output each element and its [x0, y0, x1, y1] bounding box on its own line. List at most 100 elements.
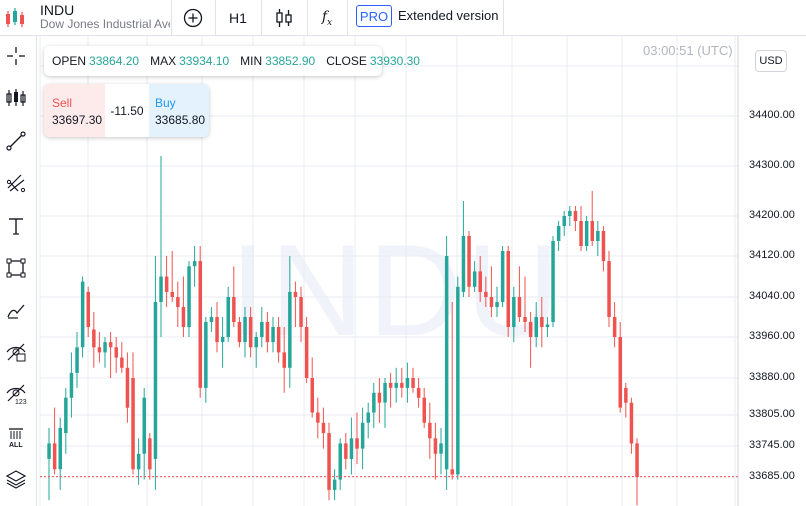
- shape-tool[interactable]: [0, 250, 32, 286]
- candle-body: [69, 372, 74, 398]
- candle-body: [316, 412, 320, 423]
- candle-body: [215, 317, 219, 343]
- candle-body: [545, 324, 550, 327]
- candle-body: [170, 291, 174, 297]
- layers-icon: [5, 470, 27, 489]
- close-label: CLOSE: [326, 54, 367, 68]
- candle-body: [344, 443, 348, 459]
- price-tick-label: 34120.00: [749, 249, 795, 261]
- candle-body: [265, 322, 270, 343]
- candle-body: [226, 297, 230, 337]
- candle-body: [271, 327, 275, 343]
- candle-body: [428, 422, 432, 439]
- candle-body: [97, 347, 102, 353]
- symbol-name[interactable]: INDU: [40, 2, 75, 18]
- candle-body: [556, 226, 561, 241]
- chart-type-button[interactable]: [262, 0, 306, 36]
- candle-body: [47, 443, 51, 459]
- indicators-button[interactable]: fx: [308, 0, 346, 36]
- candle-body: [75, 347, 79, 373]
- candle-body: [405, 378, 410, 388]
- trend-line-tool[interactable]: [0, 123, 32, 159]
- svg-text:123: 123: [15, 399, 27, 405]
- add-symbol-icon: [183, 8, 203, 28]
- candle-body: [388, 382, 393, 388]
- symbol-watermark: INDU: [230, 217, 564, 363]
- candle-body: [254, 337, 258, 348]
- currency-button[interactable]: USD: [755, 50, 787, 72]
- candle-body: [461, 236, 466, 292]
- sell-button[interactable]: Sell 33697.30: [44, 84, 105, 137]
- candle-body: [411, 378, 415, 388]
- candles-logo-icon: [6, 8, 24, 27]
- extended-version-link[interactable]: Extended version: [398, 8, 499, 23]
- max-value: 33934.10: [179, 54, 230, 68]
- candle-body: [612, 317, 617, 337]
- candle-body: [456, 286, 460, 475]
- candle-body: [181, 307, 186, 327]
- interval-button[interactable]: H1: [229, 10, 247, 26]
- layers-tool[interactable]: [0, 461, 32, 497]
- candle-body: [517, 297, 522, 317]
- crosshair-tool[interactable]: [0, 38, 32, 74]
- compare-button[interactable]: [172, 0, 214, 36]
- rectangle-icon: [6, 258, 26, 278]
- buy-button[interactable]: Buy 33685.80: [149, 84, 209, 137]
- candle-body: [489, 297, 494, 307]
- hide-indicators-tool[interactable]: 123: [0, 376, 32, 412]
- toolbar-border: [36, 36, 37, 506]
- drawing-toolbar: 123 ALL: [0, 36, 34, 506]
- toolbar-divider: [261, 0, 262, 36]
- candle-body: [523, 317, 527, 322]
- candle-body: [500, 251, 505, 302]
- symbol-description: Dow Jones Industrial Average: [40, 17, 170, 31]
- candle-body: [260, 322, 264, 337]
- candle-body: [153, 302, 158, 459]
- toolbar-divider: [307, 0, 308, 36]
- candle-body: [551, 241, 555, 322]
- candle-body: [528, 322, 533, 337]
- candle-body: [601, 231, 606, 262]
- remove-all-tool[interactable]: ALL: [0, 419, 32, 455]
- candle-body: [131, 378, 135, 470]
- candle-body: [136, 453, 141, 470]
- candle-body: [484, 291, 488, 297]
- candle-body: [629, 402, 634, 444]
- text-tool[interactable]: [0, 208, 32, 244]
- candle-body: [360, 422, 365, 449]
- brush-tool[interactable]: [0, 292, 32, 328]
- candle-body: [439, 443, 443, 454]
- candle-body: [349, 438, 354, 459]
- candle-body: [321, 422, 326, 434]
- price-tick-label: 33685.00: [749, 470, 795, 482]
- candle-body: [540, 317, 544, 327]
- candle-body: [192, 261, 197, 267]
- price-tick-label: 34040.00: [749, 290, 795, 302]
- candle-body: [444, 256, 449, 470]
- candle-body: [304, 327, 309, 378]
- hide-drawings-tool[interactable]: [0, 334, 32, 370]
- trash-icon: ALL: [9, 428, 23, 448]
- function-icon: fx: [321, 8, 333, 28]
- candle-body: [607, 261, 611, 317]
- hide-indicators-icon: 123: [6, 384, 27, 405]
- candle-body: [276, 327, 281, 353]
- candle-body: [176, 297, 180, 307]
- candle-body: [618, 337, 622, 408]
- ohlc-legend: OPEN 33864.20 MAX 33934.10 MIN 33852.90 …: [44, 46, 420, 76]
- price-tick-label: 33745.00: [749, 439, 795, 451]
- candle-body: [209, 317, 214, 322]
- candle-body: [596, 231, 600, 241]
- candle-body: [366, 412, 370, 423]
- candle-body: [293, 291, 298, 297]
- trade-panel: Sell 33697.30 -11.50 Buy 33685.80: [44, 84, 209, 137]
- min-value: 33852.90: [265, 54, 316, 68]
- close-value: 33930.30: [369, 54, 420, 68]
- candle-body: [433, 438, 438, 454]
- candle-body: [534, 317, 538, 337]
- candle-body: [573, 211, 578, 221]
- bars-tool[interactable]: [0, 80, 32, 116]
- fib-tool[interactable]: [0, 165, 32, 201]
- pro-badge[interactable]: PRO: [356, 5, 392, 27]
- candle-body: [355, 438, 359, 449]
